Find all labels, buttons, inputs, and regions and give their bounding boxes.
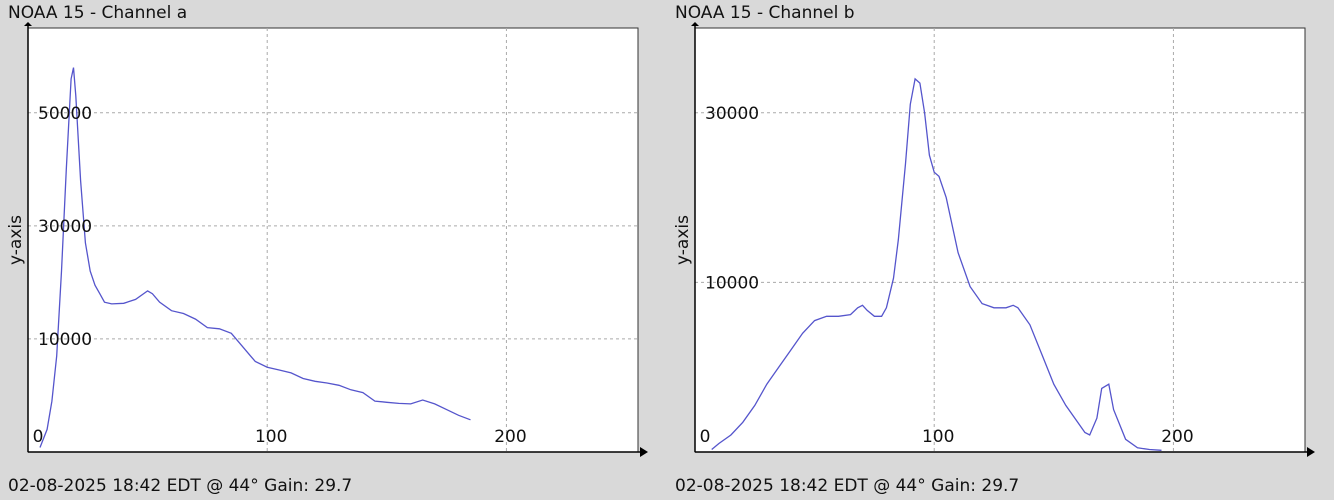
channel-a-panel: NOAA 15 - Channel a 0 100 200 10000 30000 500… — [6, 3, 648, 496]
y-axis-arrow — [24, 22, 32, 26]
channel-a-title: NOAA 15 - Channel a — [8, 3, 188, 23]
series-line — [711, 77, 1162, 451]
x-axis-arrow — [640, 447, 648, 457]
x-tick-label: 0 — [700, 427, 711, 447]
channel-a-chart: 0 100 200 10000 30000 50000 y-axis — [6, 22, 648, 457]
y-axis-label: y-axis — [673, 215, 693, 265]
y-axis-label: y-axis — [6, 215, 26, 265]
x-axis-arrow — [1307, 447, 1315, 457]
y-tick-label: 10000 — [38, 330, 92, 350]
x-tick-label: 100 — [922, 427, 954, 447]
y-axis-arrow — [691, 22, 699, 26]
x-tick-label: 100 — [255, 427, 287, 447]
x-tick-label: 0 — [33, 427, 44, 447]
y-tick-label: 10000 — [705, 273, 759, 293]
y-tick-label: 30000 — [705, 104, 759, 124]
series-line — [39, 67, 471, 448]
channel-a-footer: 02-08-2025 18:42 EDT @ 44° Gain: 29.7 — [8, 476, 353, 496]
channel-b-footer: 02-08-2025 18:42 EDT @ 44° Gain: 29.7 — [675, 476, 1020, 496]
channel-b-title: NOAA 15 - Channel b — [675, 3, 855, 23]
x-tick-label: 200 — [1161, 427, 1193, 447]
x-tick-label: 200 — [494, 427, 526, 447]
plot-area — [27, 27, 639, 453]
y-tick-label: 30000 — [38, 217, 92, 237]
channel-b-panel: NOAA 15 - Channel b 0 100 200 10000 30000 y-a… — [667, 0, 1334, 500]
channel-b-chart: 0 100 200 10000 30000 y-axis — [673, 22, 1315, 457]
plot-area — [694, 27, 1306, 453]
y-tick-label: 50000 — [38, 104, 92, 124]
